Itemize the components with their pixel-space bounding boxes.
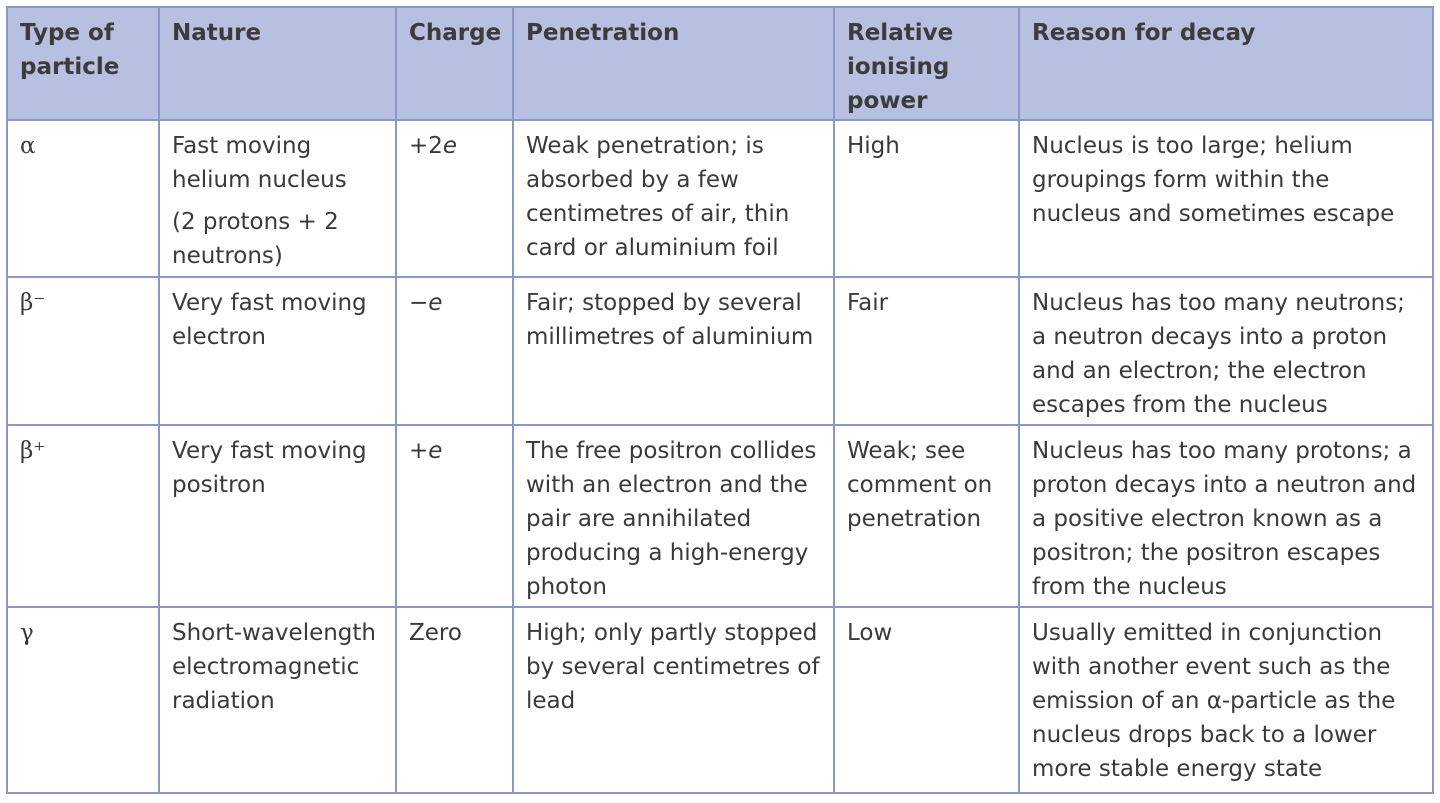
nature-cell: Very fast moving positron <box>158 424 397 608</box>
nature-text: Fast moving helium nucleus <box>172 133 347 193</box>
charge-cell: Zero <box>395 606 514 794</box>
nature-cell: Short-wavelength electromagnetic radiati… <box>158 606 397 794</box>
penetration-cell: High; only partly stopped by several cen… <box>512 606 835 794</box>
nature-cell: Fast moving helium nucleus (2 protons + … <box>158 119 397 278</box>
charge-cell: +2e <box>395 119 514 278</box>
charge-prefix: Zero <box>409 620 462 646</box>
ionising-power-cell: High <box>833 119 1020 278</box>
header-type-of-particle: Type of particle <box>6 6 160 121</box>
ionising-power-cell: Low <box>833 606 1020 794</box>
table-row-beta-minus: β⁻ Very fast moving electron −e Fair; st… <box>6 276 1434 426</box>
nature-cell: Very fast moving electron <box>158 276 397 426</box>
reason-cell: Usually emitted in conjunction with anot… <box>1018 606 1434 794</box>
reason-cell: Nucleus has too many neutrons; a neutron… <box>1018 276 1434 426</box>
particle-cell: β⁺ <box>6 424 160 608</box>
charge-cell: −e <box>395 276 514 426</box>
charge-variable: e <box>442 133 458 159</box>
charge-variable: e <box>428 290 443 316</box>
particle-cell: β⁻ <box>6 276 160 426</box>
nature-note: (2 protons + 2 neutrons) <box>172 209 339 269</box>
charge-prefix: + <box>409 438 429 464</box>
particle-symbol: γ <box>20 620 34 646</box>
charge-prefix: +2 <box>409 133 443 159</box>
penetration-cell: The free positron collides with an elect… <box>512 424 835 608</box>
table-row-gamma: γ Short-wavelength electromagnetic radia… <box>6 606 1434 794</box>
header-reason-for-decay: Reason for decay <box>1018 6 1434 121</box>
penetration-cell: Weak penetration; is absorbed by a few c… <box>512 119 835 278</box>
particle-cell: α <box>6 119 160 278</box>
particle-symbol: α <box>20 133 36 159</box>
header-penetration: Penetration <box>512 6 835 121</box>
header-charge: Charge <box>395 6 514 121</box>
reason-cell: Nucleus has too many protons; a proton d… <box>1018 424 1434 608</box>
table-row-beta-plus: β⁺ Very fast moving positron +e The free… <box>6 424 1434 608</box>
penetration-cell: Fair; stopped by several millimetres of … <box>512 276 835 426</box>
table-row-alpha: α Fast moving helium nucleus (2 protons … <box>6 119 1434 278</box>
reason-cell: Nucleus is too large; helium groupings f… <box>1018 119 1434 278</box>
charge-prefix: − <box>409 290 429 316</box>
charge-variable: e <box>428 438 443 464</box>
header-nature: Nature <box>158 6 397 121</box>
particle-symbol: β⁺ <box>20 438 46 464</box>
charge-cell: +e <box>395 424 514 608</box>
ionising-power-cell: Fair <box>833 276 1020 426</box>
particle-cell: γ <box>6 606 160 794</box>
decay-table: Type of particle Nature Charge Penetrati… <box>6 6 1434 794</box>
particle-symbol: β⁻ <box>20 290 46 316</box>
header-row: Type of particle Nature Charge Penetrati… <box>6 6 1434 121</box>
ionising-power-cell: Weak; see comment on penetration <box>833 424 1020 608</box>
header-relative-ionising-power: Relative ionising power <box>833 6 1020 121</box>
